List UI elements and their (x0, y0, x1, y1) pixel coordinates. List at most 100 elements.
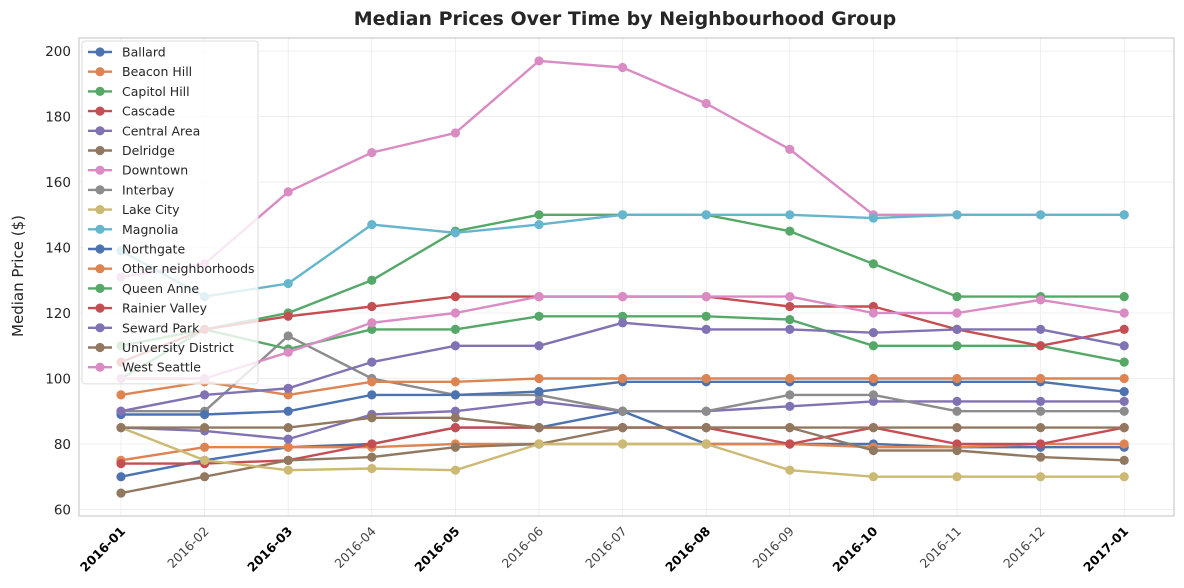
data-point (450, 406, 460, 416)
data-point (785, 226, 795, 236)
data-point (785, 423, 795, 433)
series-lake-city (116, 423, 1129, 482)
data-point (618, 318, 628, 328)
data-point (1036, 396, 1046, 407)
y-tick-label: 200 (45, 44, 71, 60)
data-point (116, 459, 126, 469)
data-point (618, 373, 628, 384)
data-point (534, 292, 544, 302)
chart-title: Median Prices Over Time by Neighbourhood… (354, 8, 897, 30)
data-point (534, 210, 544, 220)
legend-label: Cascade (122, 104, 175, 119)
legend-marker (95, 165, 105, 175)
data-point (952, 439, 962, 449)
data-point (450, 128, 460, 138)
data-point (952, 445, 962, 456)
legend-label: Central Area (122, 123, 200, 138)
data-point (1119, 357, 1129, 367)
data-point (618, 210, 628, 220)
plot-frame (78, 37, 1175, 517)
data-point (450, 324, 460, 334)
data-point (868, 373, 879, 384)
data-point (534, 386, 544, 397)
data-point (116, 423, 126, 433)
data-point (534, 311, 544, 321)
data-point (283, 465, 293, 475)
data-point (1036, 295, 1046, 305)
data-point (283, 442, 293, 452)
data-point (868, 445, 879, 456)
data-point (1119, 341, 1129, 351)
y-tick-label: 80 (54, 437, 71, 453)
data-point (450, 390, 460, 400)
data-point (868, 301, 879, 312)
data-point (367, 377, 377, 387)
data-point (450, 308, 460, 318)
data-point (952, 210, 962, 220)
data-point (618, 292, 628, 302)
legend-marker (95, 362, 105, 372)
series-seward-park (116, 318, 1129, 416)
y-tick-label: 180 (45, 110, 71, 126)
data-point (116, 406, 126, 416)
legend-marker (95, 106, 105, 116)
data-point (1119, 373, 1129, 384)
legend-item: University District (88, 340, 234, 355)
legend-label: Downtown (122, 163, 188, 178)
data-point (1119, 423, 1129, 433)
legend-marker (95, 303, 105, 313)
data-point (367, 439, 377, 449)
legend-label: Ballard (122, 45, 166, 60)
legend-item: Capitol Hill (88, 84, 190, 99)
legend-item: Seward Park (88, 320, 200, 335)
data-point (450, 377, 460, 387)
data-point (367, 275, 377, 285)
y-tick-labels: 60 80 100 120 140 160 180 200 (45, 44, 71, 518)
data-point (200, 455, 210, 465)
data-point (868, 328, 879, 338)
data-point (367, 220, 377, 230)
data-point (1119, 455, 1129, 465)
data-point (283, 347, 293, 357)
data-point (534, 439, 544, 449)
data-point (868, 259, 879, 269)
legend-item: Rainier Valley (88, 301, 208, 316)
data-point (1036, 472, 1046, 482)
y-tick-label: 140 (45, 241, 71, 257)
legend-label: University District (122, 340, 234, 355)
data-point (952, 292, 962, 302)
legend-label: Rainier Valley (122, 301, 208, 316)
data-point (367, 147, 377, 158)
series-other-neighborhoods (116, 373, 1129, 400)
legend-item: Northgate (88, 242, 185, 257)
series-university-district (116, 413, 1129, 433)
data-point (785, 439, 795, 449)
data-point (534, 220, 544, 230)
data-point (868, 472, 879, 482)
data-point (283, 383, 293, 393)
legend-label: Queen Anne (122, 281, 199, 296)
data-point (1036, 423, 1046, 433)
legend-label: Lake City (122, 202, 180, 217)
legend-item: Lake City (88, 202, 180, 217)
legend-label: Other neighborhoods (122, 261, 255, 276)
y-tick-label: 60 (54, 502, 71, 518)
legend-item: Beacon Hill (88, 64, 192, 79)
data-point (1036, 341, 1046, 351)
data-point (367, 413, 377, 423)
legend: Ballard Beacon Hill Capitol Hill Cascade Cen… (81, 40, 259, 385)
data-point (1036, 210, 1046, 220)
data-point (1036, 373, 1046, 384)
data-point (785, 314, 795, 325)
data-point (534, 396, 544, 407)
data-point (1036, 406, 1046, 416)
data-point (367, 463, 377, 474)
data-point (1119, 439, 1129, 449)
y-tick-label: 160 (45, 175, 71, 191)
data-point (116, 488, 126, 498)
data-point (701, 292, 711, 302)
data-point (785, 465, 795, 475)
legend-marker (95, 126, 105, 136)
